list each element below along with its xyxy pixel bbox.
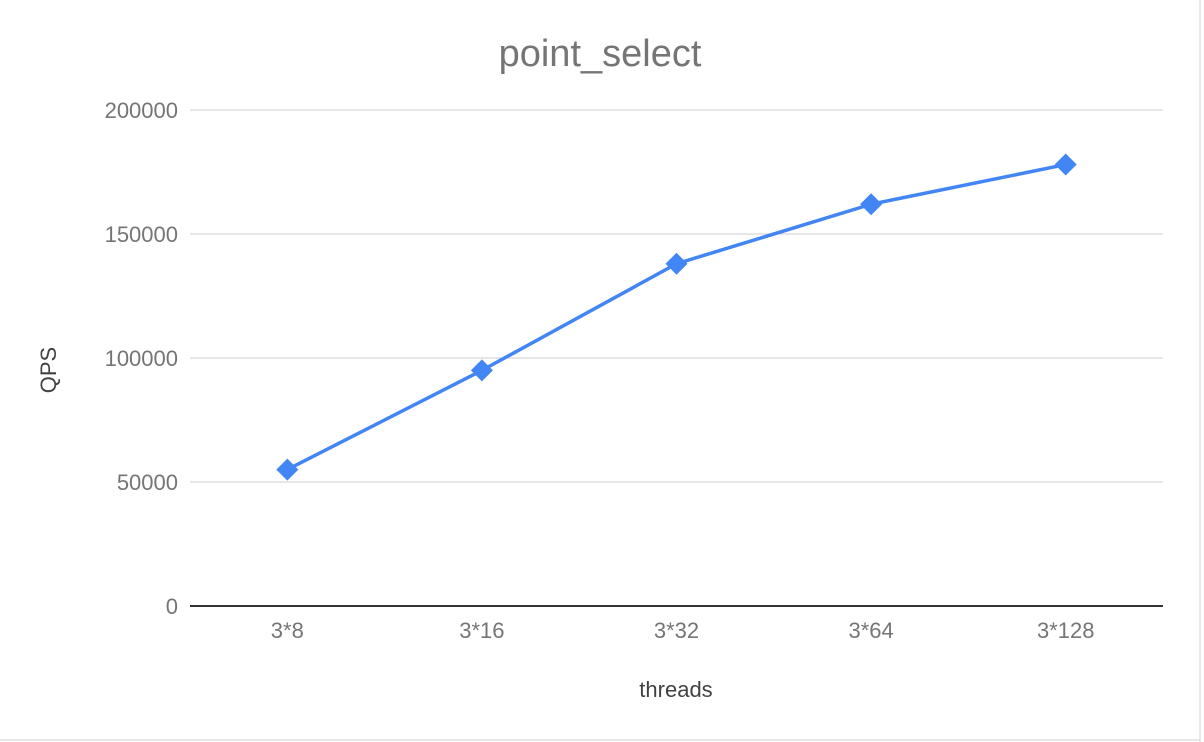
- x-tick-label: 3*32: [654, 618, 699, 643]
- y-axis-label: QPS: [36, 347, 61, 393]
- data-point-marker: [860, 193, 883, 216]
- series: [276, 153, 1077, 481]
- y-tick-label: 200000: [105, 98, 178, 123]
- x-tick-label: 3*16: [459, 618, 504, 643]
- series-line: [286, 162, 1067, 472]
- y-tick-label: 100000: [105, 346, 178, 371]
- y-tick-labels: 0 50000 100000 150000 200000: [105, 98, 178, 619]
- x-axis-label: threads: [639, 677, 712, 702]
- x-tick-label: 3*128: [1037, 618, 1095, 643]
- y-tick-label: 150000: [105, 222, 178, 247]
- y-tick-label: 50000: [117, 470, 178, 495]
- data-point-marker: [470, 359, 493, 382]
- data-point-marker: [1054, 153, 1077, 176]
- data-point-marker: [665, 252, 688, 275]
- y-tick-label: 0: [166, 594, 178, 619]
- x-tick-label: 3*64: [848, 618, 893, 643]
- data-point-marker: [276, 458, 299, 481]
- gridlines: [190, 109, 1163, 607]
- chart-title: point_select: [499, 33, 702, 75]
- x-tick-label: 3*8: [271, 618, 304, 643]
- x-tick-labels: 3*8 3*16 3*32 3*64 3*128: [271, 618, 1095, 643]
